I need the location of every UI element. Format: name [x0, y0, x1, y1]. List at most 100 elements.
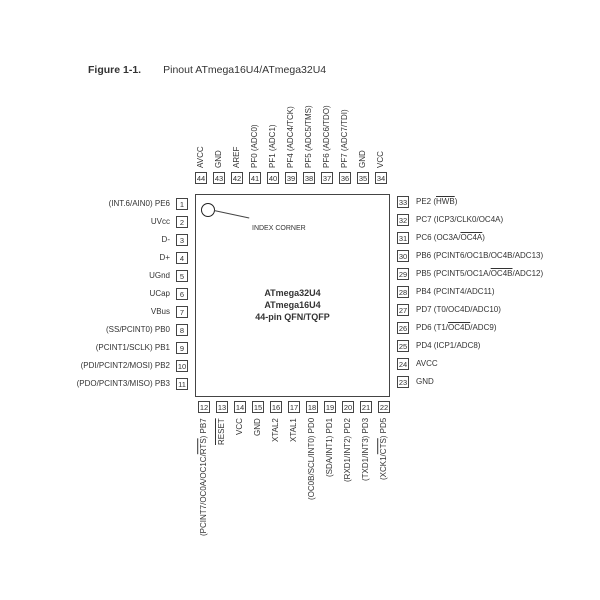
pin-number-box: 29	[397, 268, 409, 280]
pin-label-part: ) PB7	[199, 418, 208, 439]
pin-label-part: UGnd	[149, 271, 170, 280]
pin-number-box: 17	[288, 401, 300, 413]
pin-label-part: VBus	[150, 307, 170, 316]
pin-label-part: /ADC9)	[470, 323, 497, 332]
pin-label-part: (INT.6/AIN0) PE6	[108, 199, 170, 208]
pin-number-box: 33	[397, 196, 409, 208]
pin-label: (RXD1/INT2) PD2	[343, 418, 353, 578]
pin-number-box: 19	[324, 401, 336, 413]
pin-label-part: HWB	[436, 197, 455, 206]
pin-label: PF4 (ADC4/TCK)	[286, 8, 296, 168]
pin-number-box: 24	[397, 358, 409, 370]
pin-label: AREF	[232, 8, 242, 168]
pin-label-part: (SDA/INT1) PD1	[325, 418, 334, 478]
pin-number-box: 21	[360, 401, 372, 413]
pin-number-box: 26	[397, 322, 409, 334]
pin-label: GND	[416, 377, 434, 387]
chip-name-2: ATmega16U4	[264, 300, 321, 310]
pin-label-part: CTS	[379, 438, 388, 455]
pin-number-box: 14	[234, 401, 246, 413]
pin-label-part: ) PD5	[379, 418, 388, 439]
pin-label: UGnd	[149, 271, 170, 281]
pin-label-part: XTAL1	[289, 418, 298, 442]
pin-number-box: 18	[306, 401, 318, 413]
index-corner-marker	[201, 203, 215, 217]
pin-label-part: PC7 (ICP3/CLK0/OC4A)	[416, 215, 504, 224]
pin-label-part: D-	[161, 235, 170, 244]
pin-label-part: PF0 (ADC0)	[250, 124, 259, 168]
pin-number-box: 4	[176, 252, 188, 264]
pin-label: (SDA/INT1) PD1	[325, 418, 335, 578]
pin-label-part: PE2 (	[416, 197, 437, 206]
pin-label: PD6 (T1/OC4D/ADC9)	[416, 323, 496, 333]
pin-label: PF7 (ADC7/TDI)	[340, 8, 350, 168]
pin-label-part: AVCC	[416, 359, 438, 368]
pin-number-box: 42	[231, 172, 243, 184]
pin-label: (TXD1/INT3) PD3	[361, 418, 371, 578]
pin-label-part: GND	[358, 150, 367, 168]
pin-number-box: 13	[216, 401, 228, 413]
pin-label-part: (RXD1/INT2) PD2	[343, 418, 352, 483]
pin-number-box: 43	[213, 172, 225, 184]
pin-label-part: PF6 (ADC6/TDO)	[322, 105, 331, 168]
pin-label-part: RTS	[199, 438, 208, 454]
pin-label: (SS/PCINT0) PB0	[106, 325, 170, 335]
pin-label-part: (PCINT7/OC0A/OC1C/	[199, 453, 208, 536]
pin-label-part: VCC	[376, 151, 385, 168]
pin-label-part: RESET	[217, 418, 226, 445]
pin-label: GND	[358, 8, 368, 168]
pin-number-box: 23	[397, 376, 409, 388]
pin-label: (XCK1/CTS) PD5	[379, 418, 389, 578]
pin-number-box: 2	[176, 216, 188, 228]
pin-label: PD4 (ICP1/ADC8)	[416, 341, 480, 351]
pin-number-box: 32	[397, 214, 409, 226]
pin-label-part: (XCK1/	[379, 454, 388, 481]
pin-number-box: 10	[176, 360, 188, 372]
pin-label: PB5 (PCINT5/OC1A/OC4B/ADC12)	[416, 269, 543, 279]
pin-label: PB4 (PCINT4/ADC11)	[416, 287, 495, 297]
chip-package: 44-pin QFN/TQFP	[255, 312, 330, 322]
pin-label: RESET	[217, 418, 227, 578]
pin-label: PF1 (ADC1)	[268, 8, 278, 168]
figure-caption: Figure 1-1. Pinout ATmega16U4/ATmega32U4	[88, 64, 326, 76]
pin-label-part: UVcc	[150, 217, 170, 226]
pin-label-part: AVCC	[196, 146, 205, 168]
index-corner-label: INDEX CORNER	[252, 225, 306, 232]
pin-label-part: GND	[253, 418, 262, 436]
pin-label: PB6 (PCINT6/OC1B/OC4B/ADC13)	[416, 251, 543, 261]
pin-number-box: 44	[195, 172, 207, 184]
pin-number-box: 25	[397, 340, 409, 352]
chip-name-1: ATmega32U4	[264, 288, 321, 298]
pin-number-box: 6	[176, 288, 188, 300]
pin-label: UCap	[150, 289, 170, 299]
pin-label-part: OC4B	[490, 269, 513, 278]
pin-number-box: 9	[176, 342, 188, 354]
pin-label-part: (PCINT1/SCLK) PB1	[95, 343, 170, 352]
pin-label: (PDO/PCINT3/MISO) PB3	[77, 379, 170, 389]
pin-label: (OC0B/SCL/INT0) PD0	[307, 418, 317, 578]
pin-label-part: PF5 (ADC5/TMS)	[304, 105, 313, 168]
pin-number-box: 38	[303, 172, 315, 184]
pin-number-box: 28	[397, 286, 409, 298]
pin-label: PF0 (ADC0)	[250, 8, 260, 168]
pin-label-part: PF7 (ADC7/TDI)	[340, 109, 349, 168]
pin-number-box: 35	[357, 172, 369, 184]
pin-label-part: PF4 (ADC4/TCK)	[286, 106, 295, 168]
pin-number-box: 37	[321, 172, 333, 184]
pin-number-box: 22	[378, 401, 390, 413]
pin-number-box: 34	[375, 172, 387, 184]
pin-number-box: 5	[176, 270, 188, 282]
pin-number-box: 11	[176, 378, 188, 390]
pin-label: AVCC	[196, 8, 206, 168]
pin-label-part: (OC0B/SCL/INT0) PD0	[307, 418, 316, 501]
pin-label: VCC	[235, 418, 245, 578]
pin-number-box: 12	[198, 401, 210, 413]
pin-number-box: 36	[339, 172, 351, 184]
pin-label: D+	[160, 253, 170, 263]
pin-label: GND	[214, 8, 224, 168]
pin-label-part: PD6 (T1/	[416, 323, 449, 332]
pin-number-box: 7	[176, 306, 188, 318]
pin-label: PD7 (T0/OC4D/ADC10)	[416, 305, 501, 315]
pin-label: (PCINT7/OC0A/OC1C/RTS) PB7	[199, 418, 209, 578]
pin-label-part: D+	[159, 253, 170, 262]
